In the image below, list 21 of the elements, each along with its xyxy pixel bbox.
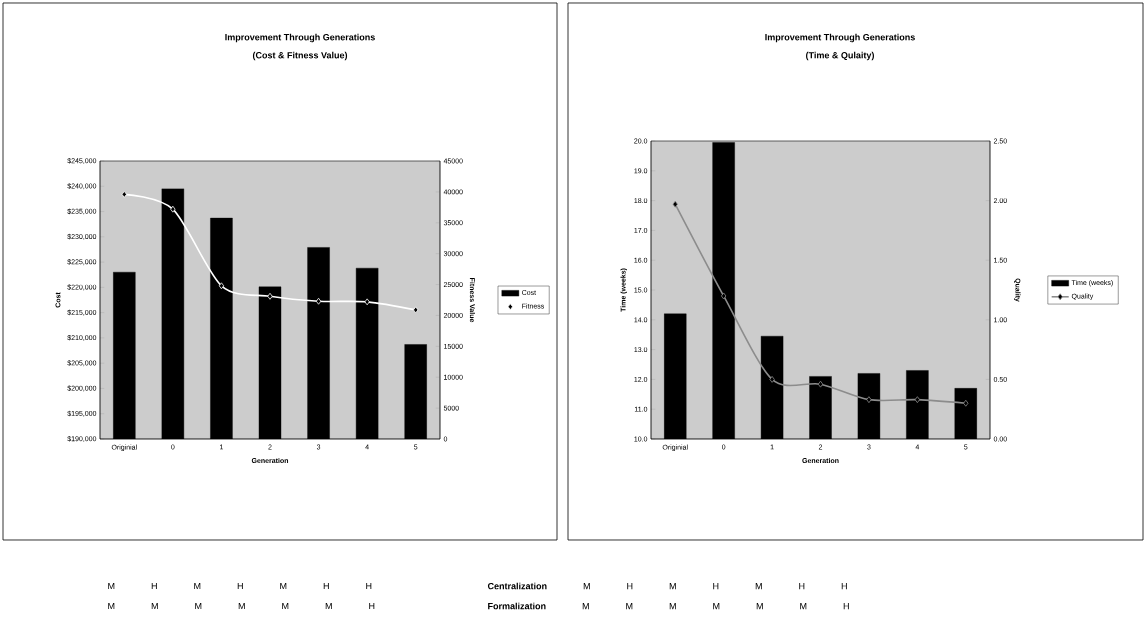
point [914,396,921,404]
chart-subtitle: (Cost & Fitness Value) [252,51,348,61]
point [267,292,273,300]
text: M M M M M M H [108,602,375,610]
text: M H M H M H H [108,582,372,590]
point [769,376,775,383]
text: Centralization M H M H M H H [487,582,847,590]
point [315,297,322,305]
point [817,380,824,388]
point [364,298,370,306]
text: Formalization M M M M M M H [488,602,849,610]
point [218,282,225,290]
chart-subtitle: (Time & Qulaity) [806,51,874,61]
point [721,292,727,300]
point [866,396,872,404]
point [672,200,678,208]
chart-title: Improvement Through Generations [225,33,375,43]
point [413,306,419,314]
chart-title: Improvement Through Generations [765,33,915,43]
point [963,399,969,407]
point [170,205,176,213]
